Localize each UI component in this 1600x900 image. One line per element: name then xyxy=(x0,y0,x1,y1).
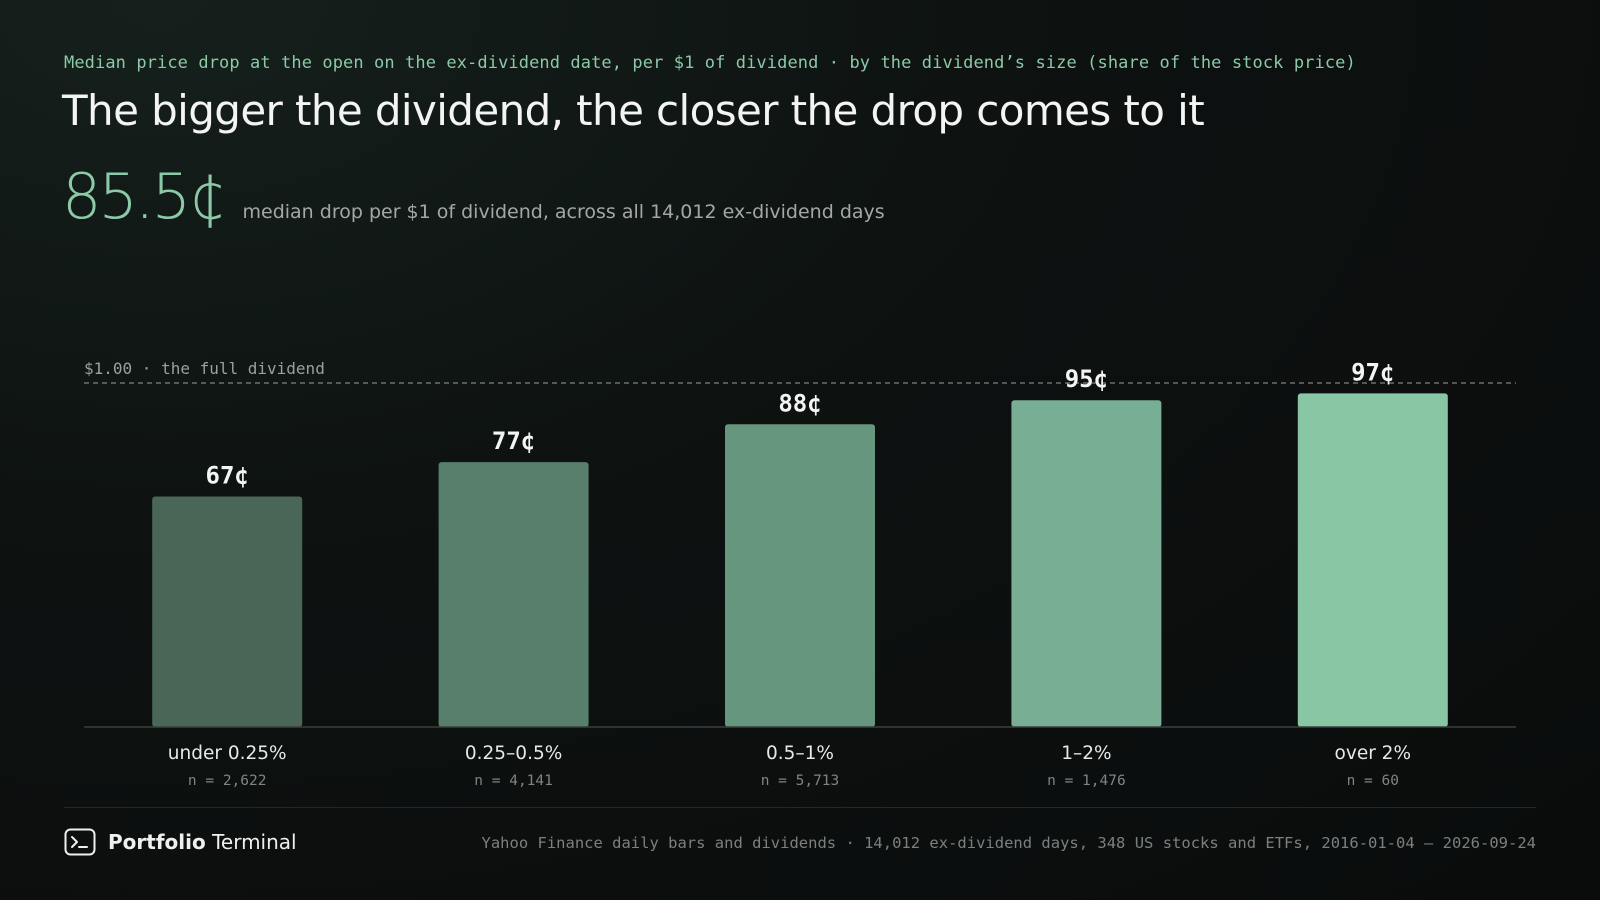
terminal-icon xyxy=(64,828,96,856)
count-label: n = 5,713 xyxy=(761,773,840,789)
brand-name-bold: Portfolio xyxy=(108,830,206,854)
category-label: over 2% xyxy=(1335,743,1411,764)
count-label: n = 2,622 xyxy=(188,773,267,789)
footer-divider xyxy=(64,807,1536,808)
count-label: n = 1,476 xyxy=(1047,773,1126,789)
count-label: n = 60 xyxy=(1347,773,1399,789)
bar xyxy=(1011,400,1162,727)
brand-name-light: Terminal xyxy=(212,830,297,854)
bar-value-label: 88¢ xyxy=(778,389,821,417)
bar-chart: $1.00 · the full dividend 67¢ under 0.25% n… xyxy=(84,358,1516,789)
count-label: n = 4,141 xyxy=(474,773,553,789)
chart-title: The bigger the dividend, the closer the … xyxy=(62,86,1205,135)
chart-kicker: Median price drop at the open on the ex-… xyxy=(64,53,1356,73)
category-label: 0.25–0.5% xyxy=(465,743,562,764)
bar xyxy=(438,462,589,727)
bar-value-label: 97¢ xyxy=(1351,358,1394,386)
bar xyxy=(152,496,303,727)
brand-name: Portfolio Terminal xyxy=(108,830,297,854)
bar-value-label: 67¢ xyxy=(206,462,249,490)
category-label: 0.5–1% xyxy=(766,743,834,764)
category-label: 1–2% xyxy=(1061,743,1111,764)
hero-value: 85.5¢ xyxy=(62,160,227,233)
source-note: Yahoo Finance daily bars and dividends ·… xyxy=(481,834,1537,852)
bar xyxy=(1297,393,1448,727)
bar-value-label: 77¢ xyxy=(492,427,535,455)
hero-stat: 85.5¢ median drop per $1 of dividend, ac… xyxy=(62,160,885,233)
bar-value-label: 95¢ xyxy=(1065,365,1108,393)
brand: Portfolio Terminal xyxy=(64,828,297,856)
bar xyxy=(725,424,875,727)
reference-label: $1.00 · the full dividend xyxy=(84,359,325,378)
hero-caption: median drop per $1 of dividend, across a… xyxy=(242,201,885,223)
category-label: under 0.25% xyxy=(168,743,287,764)
